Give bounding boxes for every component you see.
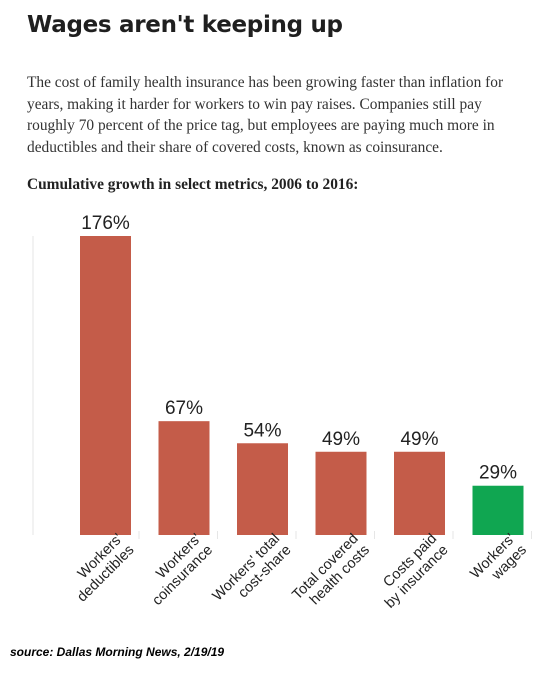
category-label-4: Costs paidby insurance [371,531,452,612]
bar-value-label-2: 54% [243,420,281,441]
bar-value-label-1: 67% [165,398,203,419]
bar-value-label-5: 29% [479,463,517,484]
category-label-0: Workers'deductibles [63,531,138,606]
category-label-1: Workers'coinsurance [138,531,216,609]
bar-2 [237,443,288,535]
chart-subtitle: Cumulative growth in select metrics, 200… [27,176,359,193]
category-label-3: Total coveredhealth costs [289,531,373,615]
source-note: source: Dallas Morning News, 2/19/19 [10,645,225,659]
bar-0 [80,236,131,535]
bar-chart: 176%67%54% 49% 49%29% Workers'deductibles W… [32,213,532,616]
bar-value-label-4: 49% [400,429,438,450]
bar-4 [394,451,445,535]
bar-value-label-3: 49% [322,429,360,450]
page-title: Wages aren't keeping up [27,12,343,38]
bar-1 [158,421,210,535]
category-label-5: Workers'wages [467,531,530,594]
bar-3 [315,451,367,535]
bar-5 [472,485,524,535]
bar-value-label-0: 176% [81,213,130,234]
description-text: The cost of family health insurance has … [27,74,504,156]
category-label-2: Workers' totalcost-share [210,531,295,616]
